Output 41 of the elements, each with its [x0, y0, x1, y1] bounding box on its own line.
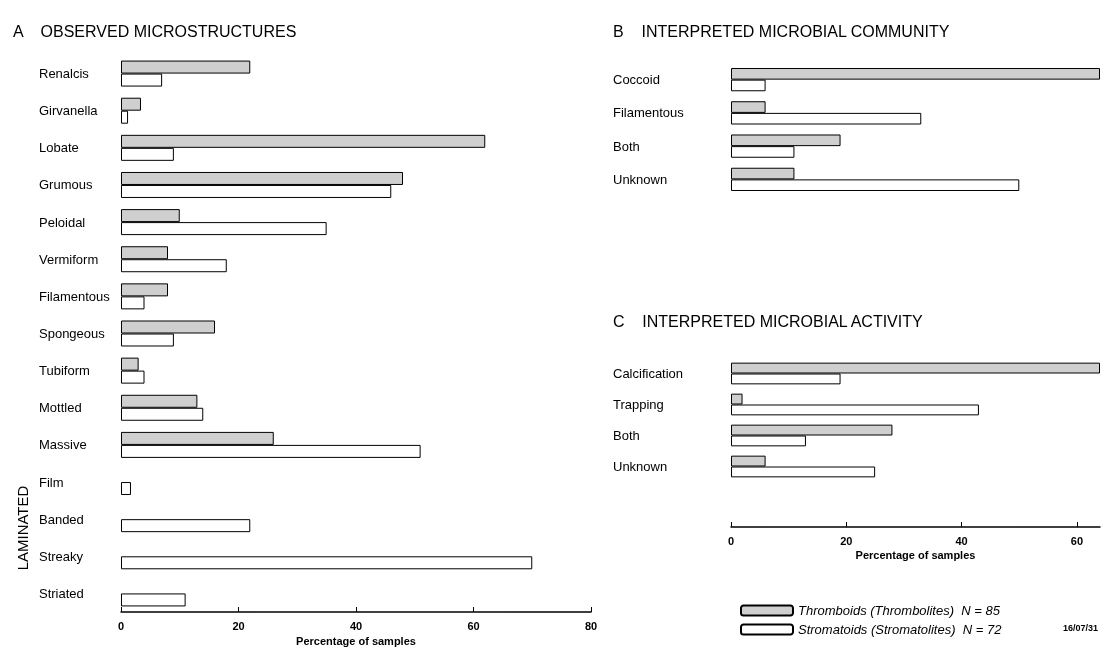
x-tick-label: 40 [349, 619, 363, 632]
y-tick-label: Film [39, 474, 64, 490]
x-tick-label: 40 [955, 534, 968, 547]
chart-title: C INTERPRETED MICROBIAL ACTIVITY [613, 312, 923, 330]
bar [121, 556, 533, 570]
x-tick-label: 20 [840, 534, 853, 547]
y-tick-label: Banded [39, 511, 84, 527]
y-tick-label: Mottled [39, 400, 82, 416]
y-tick-label: Lobate [39, 140, 79, 156]
y-tick-label: Grumous [39, 177, 93, 193]
y-tick-label: Unknown [613, 459, 668, 474]
x-axis-title: Percentage of samples [296, 635, 416, 648]
bar [121, 519, 251, 533]
y-tick-label: Calcification [613, 366, 684, 381]
x-tick-label: 60 [467, 619, 480, 632]
x-tick-label: 0 [727, 534, 735, 547]
y-tick-label: Girvanella [39, 103, 99, 119]
x-axis-title: Percentage of samples [855, 548, 976, 561]
chart-title: A OBSERVED MICROSTRUCTURES [13, 22, 297, 40]
chart-title: B INTERPRETED MICROBIAL COMMUNITY [613, 22, 950, 40]
legend-label: Thromboids (Thrombolites) N = 85 [798, 603, 1001, 618]
y-tick-label: Tubiform [39, 363, 90, 379]
x-tick-label: 0 [117, 619, 125, 632]
category-label: Coccoid [613, 72, 660, 88]
y-tick-label: Vermiform [39, 251, 99, 267]
y-tick-label: Streaky [39, 548, 84, 564]
bar [121, 482, 131, 496]
text: LAMINATED [13, 485, 31, 571]
legend-label: Stromatoids (Stromatolites) N = 72 [798, 622, 1003, 637]
y-tick-label: Both [613, 428, 640, 443]
y-tick-label: Trapping [613, 397, 664, 412]
y-tick-label: Spongeous [39, 326, 106, 341]
x-tick-label: 20 [232, 619, 245, 632]
y-tick-label: Massive [39, 437, 87, 453]
y-tick-label: Striated [39, 585, 84, 601]
text: 16/07/31 [1062, 623, 1098, 633]
x-tick-label: 60 [1070, 534, 1084, 547]
y-tick-label: Filamentous [39, 288, 111, 304]
y-tick-label: Peloidal [39, 214, 86, 230]
y-tick-label: Renalcis [39, 66, 90, 82]
x-tick-label: 80 [584, 619, 598, 632]
